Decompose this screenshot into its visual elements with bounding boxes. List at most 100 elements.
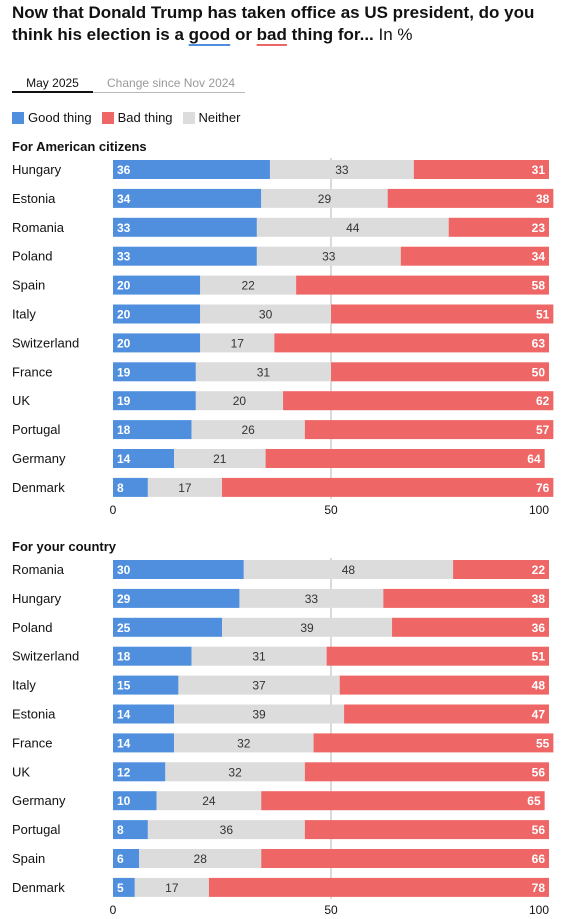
data-label-good: 20 — [117, 308, 131, 322]
title-good-word: good — [188, 25, 231, 44]
x-tick-label: 50 — [324, 903, 338, 917]
data-label-neither: 22 — [241, 279, 255, 293]
legend-swatch-bad — [101, 111, 114, 124]
country-label: Italy — [12, 307, 36, 322]
data-label-neither: 17 — [178, 481, 192, 495]
data-label-good: 18 — [117, 650, 131, 664]
legend-item-bad: Bad thing — [101, 110, 173, 125]
data-label-good: 5 — [117, 881, 124, 895]
bar-segment-neither — [165, 762, 305, 782]
data-label-neither: 36 — [220, 823, 234, 837]
chart-title: Now that Donald Trump has taken office a… — [12, 2, 567, 46]
bar-segment-neither — [139, 849, 262, 868]
data-label-good: 8 — [117, 481, 124, 495]
data-label-bad: 31 — [532, 163, 546, 177]
bar-segment-neither — [200, 275, 297, 295]
bar-segment-bad — [326, 646, 549, 666]
bar-segment-bad — [331, 304, 554, 324]
data-label-neither: 32 — [228, 765, 242, 779]
legend-swatch-good — [12, 111, 24, 124]
bar-segment-neither — [239, 588, 384, 608]
data-label-neither: 39 — [252, 708, 266, 722]
section-title-american-citizens: For American citizens — [12, 139, 147, 154]
data-label-bad: 57 — [536, 423, 550, 437]
data-label-neither: 33 — [335, 163, 349, 177]
data-label-neither: 21 — [213, 452, 227, 466]
bar-segment-bad — [344, 704, 549, 724]
section-title-your-country: For your country — [12, 539, 117, 554]
data-label-good: 30 — [117, 563, 131, 577]
country-label: Portugal — [12, 422, 61, 437]
bar-segment-good — [113, 849, 140, 868]
data-label-bad: 56 — [532, 823, 546, 837]
data-label-neither: 44 — [346, 221, 360, 235]
data-label-good: 34 — [117, 192, 131, 206]
tab-change-since-nov-2024[interactable]: Change since Nov 2024 — [107, 76, 236, 90]
bar-segment-neither — [261, 188, 388, 208]
bar-segment-neither — [147, 820, 305, 840]
data-label-bad: 58 — [532, 279, 546, 293]
bar-segment-good — [113, 420, 192, 440]
bar-segment-good — [113, 246, 257, 266]
legend-label-neither: Neither — [198, 110, 241, 125]
data-label-neither: 33 — [305, 592, 319, 606]
bar-segment-good — [113, 877, 135, 897]
data-label-good: 19 — [117, 365, 131, 379]
data-label-bad: 38 — [536, 192, 550, 206]
data-label-bad: 47 — [532, 708, 546, 722]
data-label-bad: 66 — [532, 852, 546, 866]
bar-segment-good — [113, 791, 157, 811]
country-label: Portugal — [12, 822, 61, 837]
bar-segment-neither — [156, 791, 262, 811]
bar-segment-bad — [331, 362, 549, 382]
country-label: Denmark — [12, 880, 65, 895]
title-unit: In % — [373, 25, 413, 44]
data-label-good: 18 — [117, 423, 131, 437]
data-label-bad: 65 — [527, 794, 541, 808]
country-label: France — [12, 364, 52, 379]
bar-segment-neither — [269, 160, 414, 179]
bar-segment-bad — [304, 762, 549, 782]
tab-may-2025[interactable]: May 2025 — [12, 76, 93, 93]
bar-segment-good — [113, 188, 262, 208]
data-label-bad: 78 — [532, 881, 546, 895]
data-label-neither: 33 — [322, 250, 336, 264]
data-label-neither: 17 — [231, 336, 245, 350]
country-label: Romania — [12, 220, 65, 235]
country-label: Estonia — [12, 707, 56, 722]
data-label-good: 29 — [117, 592, 131, 606]
data-label-good: 19 — [117, 394, 131, 408]
bar-segment-bad — [283, 391, 554, 411]
country-label: Spain — [12, 278, 45, 293]
bar-segment-bad — [304, 420, 554, 440]
bar-segment-good — [113, 733, 175, 753]
bar-segment-bad — [448, 217, 549, 237]
data-label-neither: 37 — [252, 679, 266, 693]
bar-segment-neither — [195, 391, 284, 411]
data-label-bad: 22 — [532, 563, 546, 577]
data-label-neither: 48 — [342, 563, 356, 577]
data-label-good: 20 — [117, 279, 131, 293]
data-label-bad: 62 — [536, 394, 550, 408]
bar-segment-neither — [195, 362, 331, 382]
data-label-good: 12 — [117, 765, 131, 779]
data-label-bad: 55 — [536, 736, 550, 750]
data-label-good: 8 — [117, 823, 124, 837]
country-label: Germany — [12, 451, 66, 466]
bar-segment-bad — [208, 877, 550, 897]
bar-segment-good — [113, 477, 148, 497]
bar-segment-bad — [261, 791, 545, 811]
bar-segment-neither — [200, 333, 275, 353]
country-label: Poland — [12, 620, 52, 635]
bar-segment-neither — [191, 646, 327, 666]
data-label-bad: 76 — [536, 481, 550, 495]
data-label-bad: 38 — [532, 592, 546, 606]
country-label: Hungary — [12, 591, 62, 606]
data-label-neither: 31 — [257, 365, 271, 379]
bar-segment-neither — [174, 449, 266, 468]
country-label: Poland — [12, 249, 52, 264]
data-label-bad: 56 — [532, 765, 546, 779]
legend-label-good: Good thing — [28, 110, 92, 125]
bar-segment-bad — [261, 849, 549, 868]
